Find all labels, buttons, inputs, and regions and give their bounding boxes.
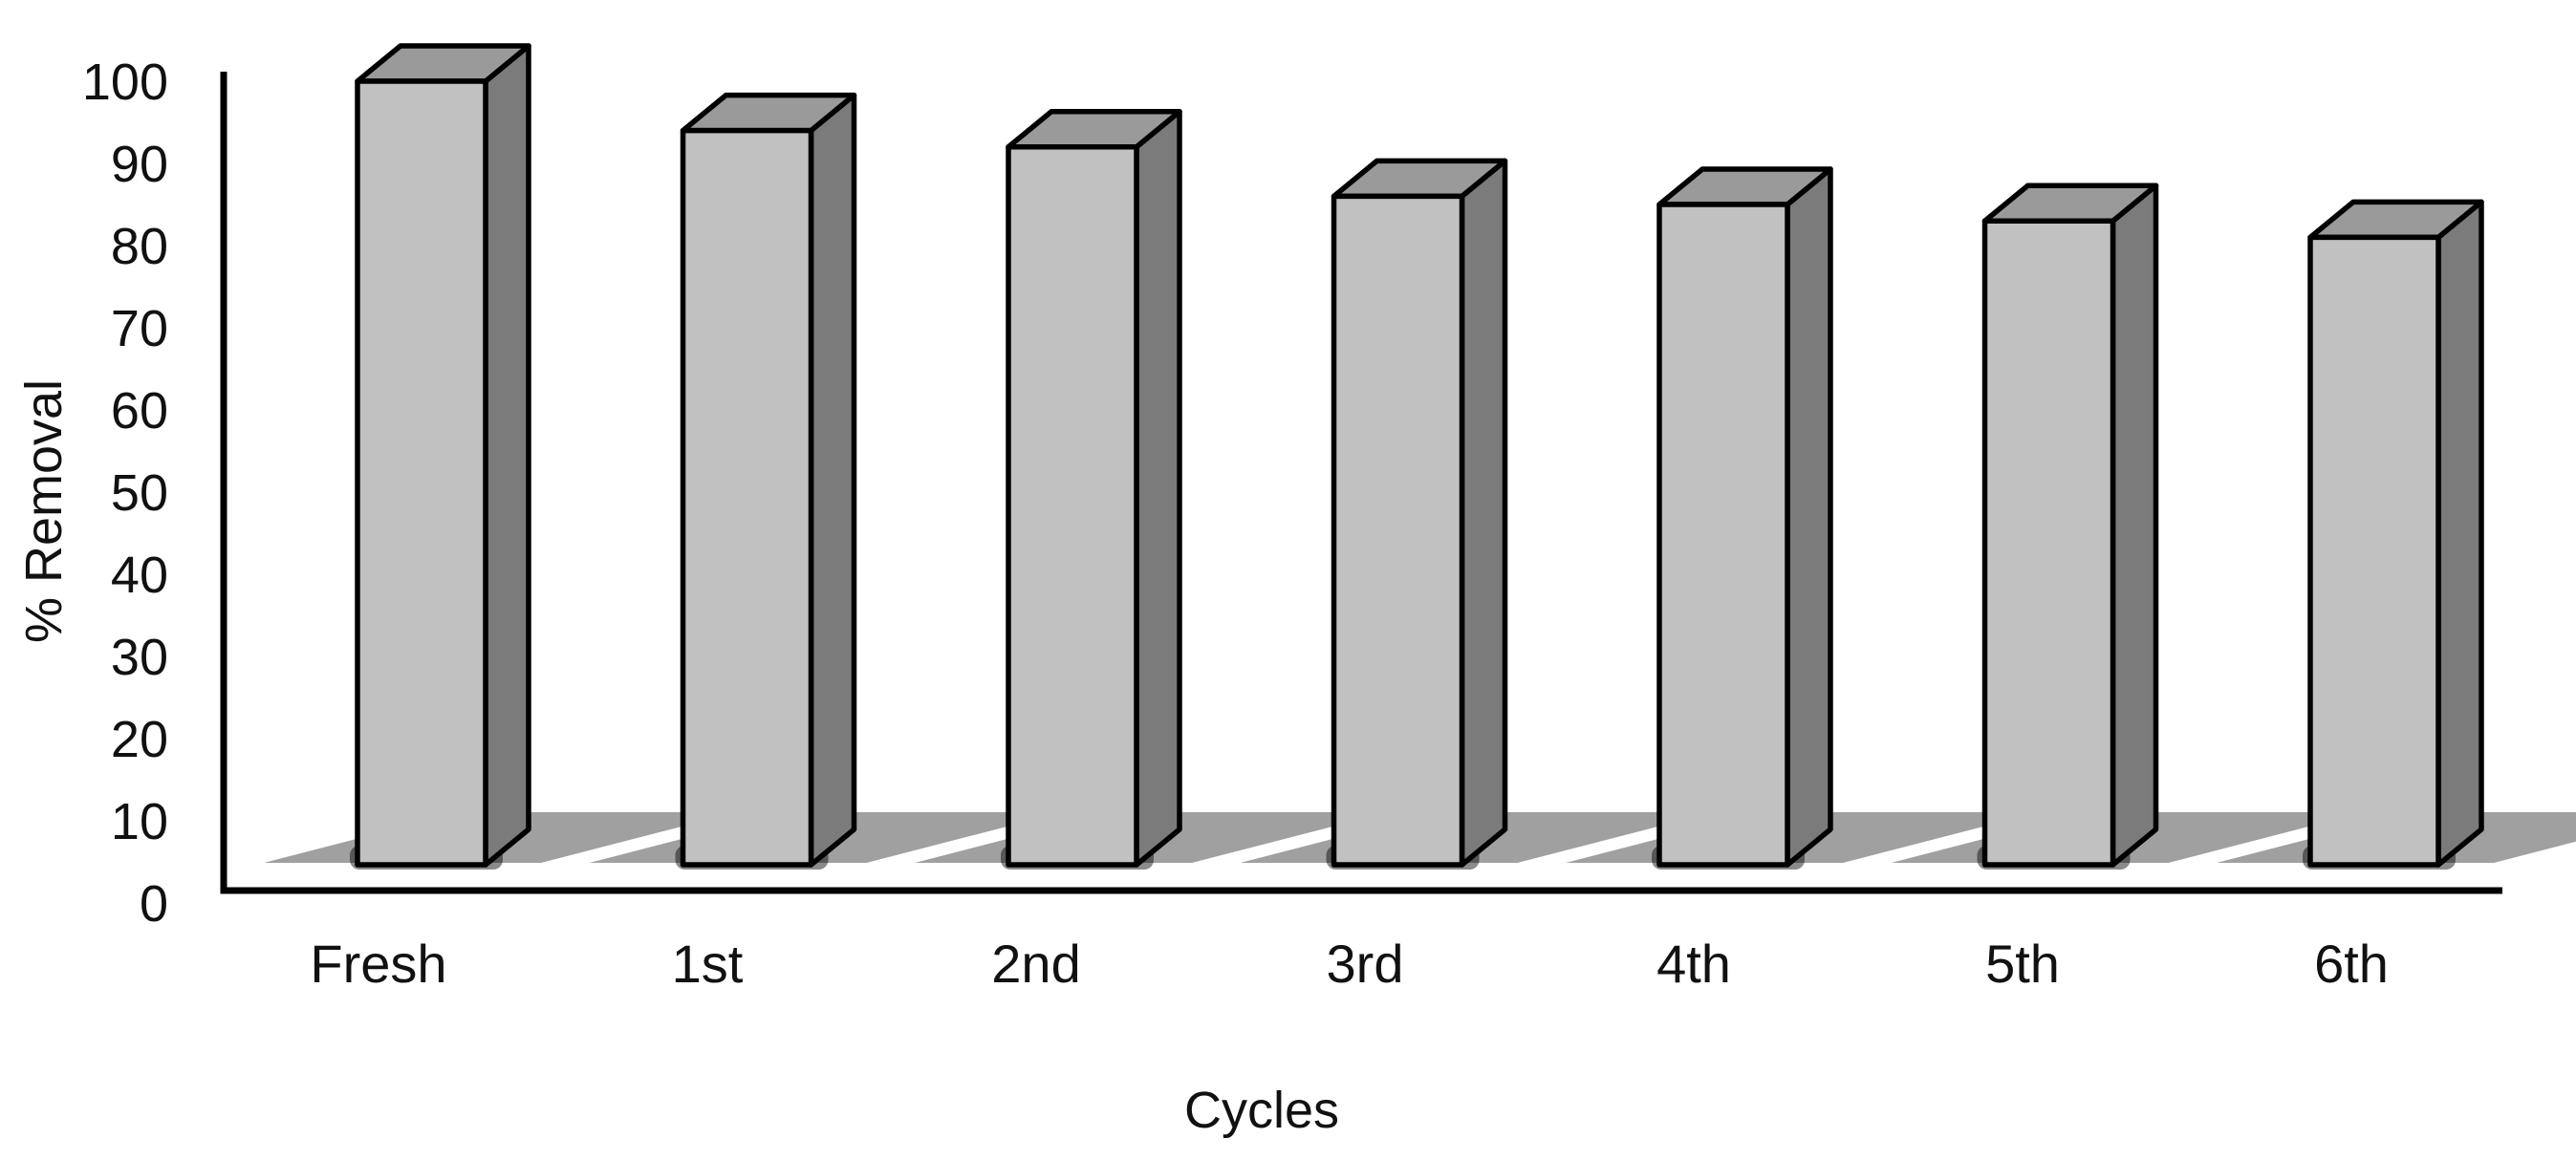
bar-side-face	[1459, 158, 1508, 868]
y-tick-label-20: 20	[111, 711, 168, 768]
y-tick-label-30: 30	[111, 629, 168, 686]
bar-column-6th	[2307, 199, 2484, 868]
bar-front-face	[1006, 144, 1139, 868]
y-tick-label-40: 40	[111, 547, 168, 604]
bar-column-5th	[1981, 183, 2159, 868]
bar-front-face	[1656, 202, 1790, 868]
y-tick-label-50: 50	[111, 464, 168, 522]
y-axis-title: % Removal	[15, 378, 73, 644]
bar-side-face	[483, 43, 531, 868]
y-tick-label-10: 10	[111, 793, 168, 850]
y-tick-label-0: 0	[140, 875, 168, 933]
x-category-label-2nd: 2nd	[991, 934, 1080, 994]
bar-side-face	[1134, 109, 1182, 868]
x-category-label-3rd: 3rd	[1327, 934, 1404, 994]
y-tick-label-90: 90	[111, 136, 168, 193]
y-tick-label-70: 70	[111, 300, 168, 357]
bar-column-3rd	[1331, 158, 1508, 868]
bar-front-face	[1331, 193, 1465, 868]
x-axis-title: Cycles	[1183, 1082, 1340, 1139]
x-category-label-4th: 4th	[1656, 934, 1731, 994]
bar-column-Fresh	[355, 43, 531, 868]
y-tick-label-100: 100	[82, 54, 168, 111]
bar-side-face	[1785, 166, 1833, 868]
x-category-label-Fresh: Fresh	[310, 934, 446, 994]
bar-side-face	[2110, 183, 2159, 868]
bar-column-1st	[680, 92, 857, 868]
x-category-label-1st: 1st	[672, 934, 744, 994]
bar-front-face	[680, 127, 814, 868]
bar-side-face	[808, 92, 857, 868]
bar-column-4th	[1656, 166, 1833, 868]
bar-column-2nd	[1006, 109, 1182, 868]
bar-front-face	[355, 78, 488, 868]
x-category-label-5th: 5th	[1985, 934, 2060, 994]
y-tick-label-60: 60	[111, 382, 168, 440]
bar-side-face	[2435, 199, 2484, 868]
x-category-label-6th: 6th	[2314, 934, 2389, 994]
bar-front-face	[2307, 234, 2441, 868]
y-tick-label-80: 80	[111, 218, 168, 275]
bar-front-face	[1981, 218, 2116, 868]
